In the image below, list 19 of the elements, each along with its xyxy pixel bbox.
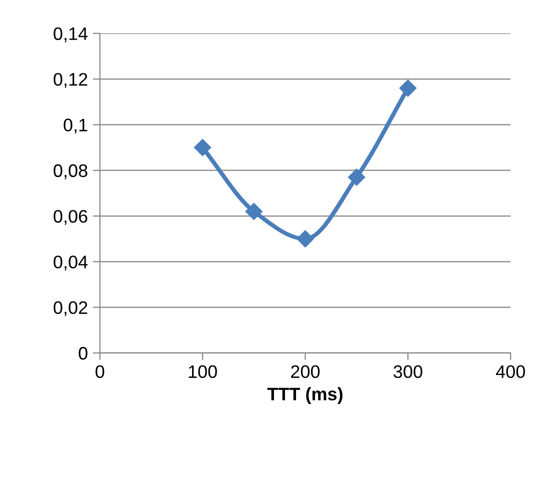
y-tick-label: 0,12 <box>54 72 88 88</box>
x-tick-label: 400 <box>496 365 525 378</box>
y-tick-label: 0,1 <box>64 118 88 134</box>
y-tick-label: 0,06 <box>54 210 88 225</box>
x-tick-label: 300 <box>394 365 422 378</box>
x-tick-label: 100 <box>188 365 217 378</box>
y-tick-label: 0,02 <box>54 301 88 316</box>
x-axis-title: TTT (ms) <box>267 387 342 404</box>
y-tick-label: 0,14 <box>54 27 88 42</box>
y-tick-label: 0,08 <box>54 164 88 180</box>
point <box>348 168 366 186</box>
point <box>194 138 212 156</box>
x-tick-label: 200 <box>291 365 320 378</box>
point <box>296 230 314 248</box>
y-tick-label: 0 <box>78 346 88 360</box>
y-tick-label: 0,04 <box>54 256 88 271</box>
point <box>245 202 262 220</box>
point <box>399 80 416 97</box>
x-tick-label: 0 <box>96 365 104 378</box>
